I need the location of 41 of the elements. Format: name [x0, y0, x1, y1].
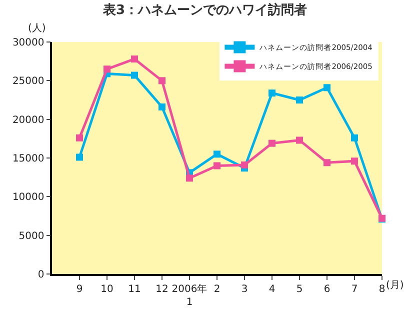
point	[324, 159, 330, 166]
y-tick-label: 20000	[12, 114, 44, 126]
point	[351, 158, 358, 165]
x-tick-label: 12	[156, 284, 168, 295]
x-tick-label: 9	[76, 284, 83, 295]
y-tick-label: 10000	[12, 192, 44, 204]
point	[158, 77, 166, 84]
x-tick-label: 6	[324, 284, 330, 295]
y-tick-label: 0	[38, 270, 44, 280]
point	[214, 150, 220, 158]
y-tick-label: 25000	[12, 76, 44, 88]
point	[76, 154, 83, 161]
x-axis-title: (月)	[386, 280, 404, 291]
x-tick-label: 10	[100, 284, 114, 295]
y-tick-label: 30000	[12, 38, 44, 48]
point	[131, 72, 138, 79]
point	[324, 84, 330, 92]
x-tick-label: 11	[128, 284, 141, 295]
x-tick-label: 8	[378, 284, 386, 295]
point	[296, 136, 303, 144]
point	[76, 134, 83, 142]
x-tick-label: 5	[296, 284, 303, 295]
x-tick-label: 2006年 1	[172, 282, 208, 308]
point	[104, 66, 110, 73]
point	[241, 161, 248, 168]
y-tick-label: 15000	[12, 154, 44, 164]
y-tick-label: 5000	[18, 230, 44, 242]
point	[268, 90, 276, 97]
x-tick-label: 3	[241, 284, 248, 295]
x-tick-label: 2	[214, 284, 220, 295]
y-axis-title: (人)	[28, 23, 46, 34]
x-tick-label: 4	[268, 284, 276, 295]
point	[158, 103, 166, 110]
point	[296, 96, 303, 104]
x-tick-label: 7	[351, 284, 358, 295]
point	[214, 162, 220, 170]
point	[131, 56, 138, 63]
point	[268, 140, 276, 147]
point	[186, 174, 193, 182]
chart-title: 表3：ハネムーンでのハワイ訪問者	[102, 2, 308, 18]
point	[351, 134, 358, 142]
